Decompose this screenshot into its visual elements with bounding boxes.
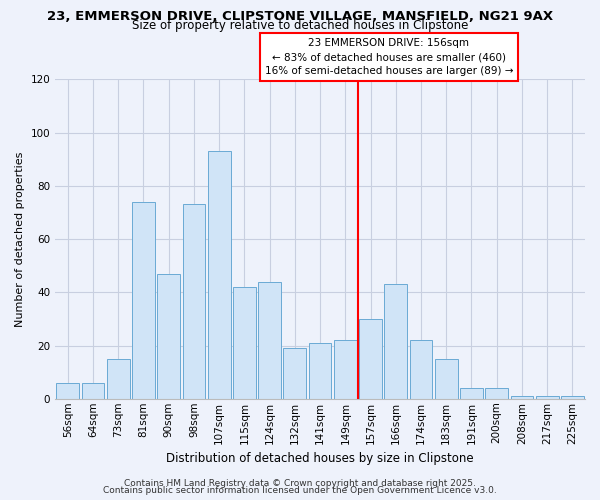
Text: Contains public sector information licensed under the Open Government Licence v3: Contains public sector information licen… [103,486,497,495]
Bar [258,282,281,399]
Bar [208,151,230,399]
Bar [561,396,584,399]
Bar [385,284,407,399]
Text: Size of property relative to detached houses in Clipstone: Size of property relative to detached ho… [132,19,468,32]
Bar [157,274,180,399]
Bar [485,388,508,399]
Bar [309,343,331,399]
Bar [233,287,256,399]
X-axis label: Distribution of detached houses by size in Clipstone: Distribution of detached houses by size … [166,452,474,465]
Bar [460,388,483,399]
Text: 23, EMMERSON DRIVE, CLIPSTONE VILLAGE, MANSFIELD, NG21 9AX: 23, EMMERSON DRIVE, CLIPSTONE VILLAGE, M… [47,10,553,23]
Bar [511,396,533,399]
Bar [359,319,382,399]
Bar [334,340,356,399]
Bar [283,348,306,399]
Text: 23 EMMERSON DRIVE: 156sqm
← 83% of detached houses are smaller (460)
16% of semi: 23 EMMERSON DRIVE: 156sqm ← 83% of detac… [265,38,513,76]
Bar [435,359,458,399]
Bar [410,340,433,399]
Bar [132,202,155,399]
Bar [107,359,130,399]
Text: Contains HM Land Registry data © Crown copyright and database right 2025.: Contains HM Land Registry data © Crown c… [124,478,476,488]
Bar [82,383,104,399]
Bar [536,396,559,399]
Y-axis label: Number of detached properties: Number of detached properties [15,152,25,326]
Bar [56,383,79,399]
Bar [182,204,205,399]
